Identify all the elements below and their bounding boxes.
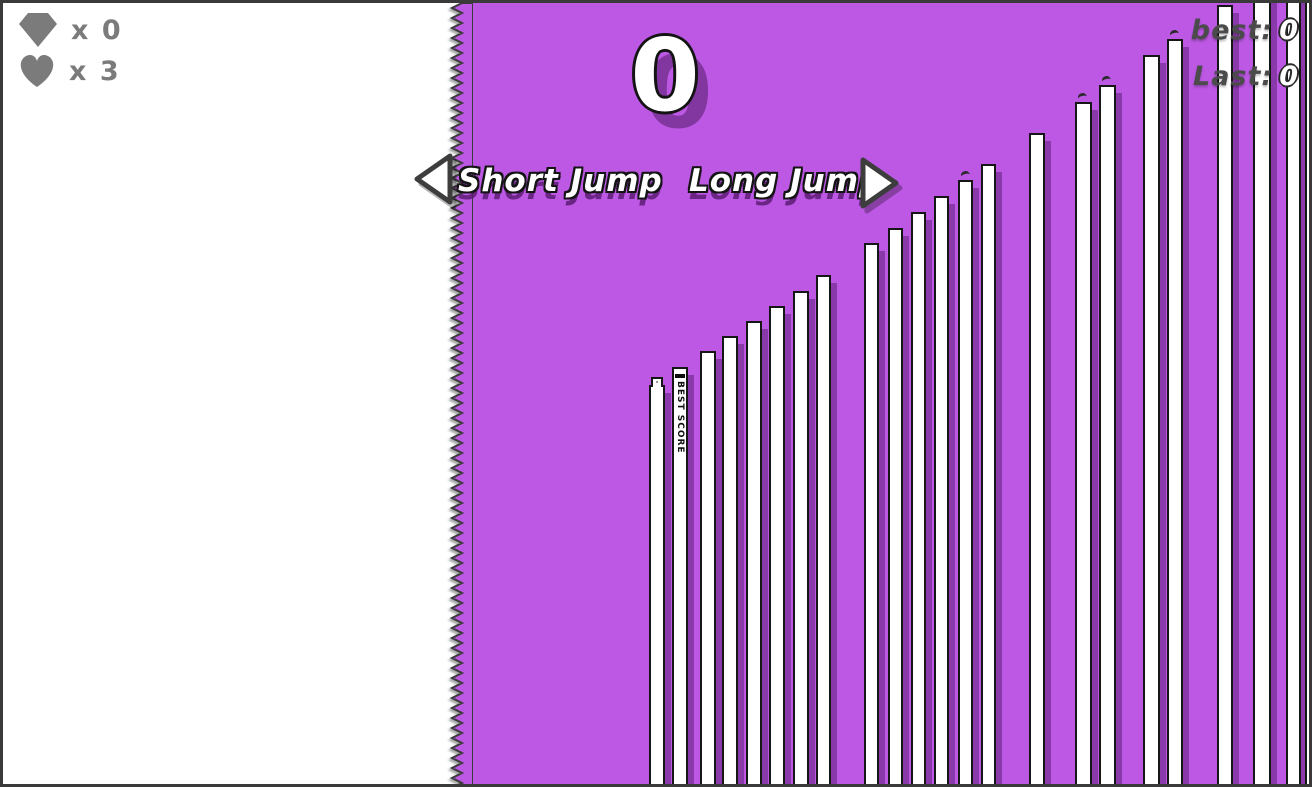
- heart-icon: [20, 54, 54, 87]
- left-arrow-icon[interactable]: [408, 149, 456, 209]
- last-value: 0: [1279, 61, 1299, 92]
- lives-count: x 3: [69, 55, 121, 87]
- last-score-line: Last: 0: [1193, 61, 1299, 92]
- score-value: 0: [630, 17, 700, 134]
- short-jump-button[interactable]: Short Jump: [458, 163, 663, 199]
- game-field-background: [467, 3, 1309, 784]
- lives-counter: x 3: [17, 53, 121, 89]
- best-score-line: best: 0: [1191, 15, 1299, 46]
- long-jump-button[interactable]: Long Jump: [689, 163, 883, 199]
- gems-count: x 0: [71, 14, 123, 46]
- gem-icon: [19, 13, 57, 47]
- gems-counter: x 0: [17, 11, 123, 49]
- best-value: 0: [1279, 15, 1299, 46]
- zigzag-edge: [449, 3, 473, 784]
- last-label: Last:: [1193, 61, 1274, 92]
- right-arrow-icon[interactable]: [857, 154, 905, 212]
- best-label: best:: [1190, 15, 1274, 46]
